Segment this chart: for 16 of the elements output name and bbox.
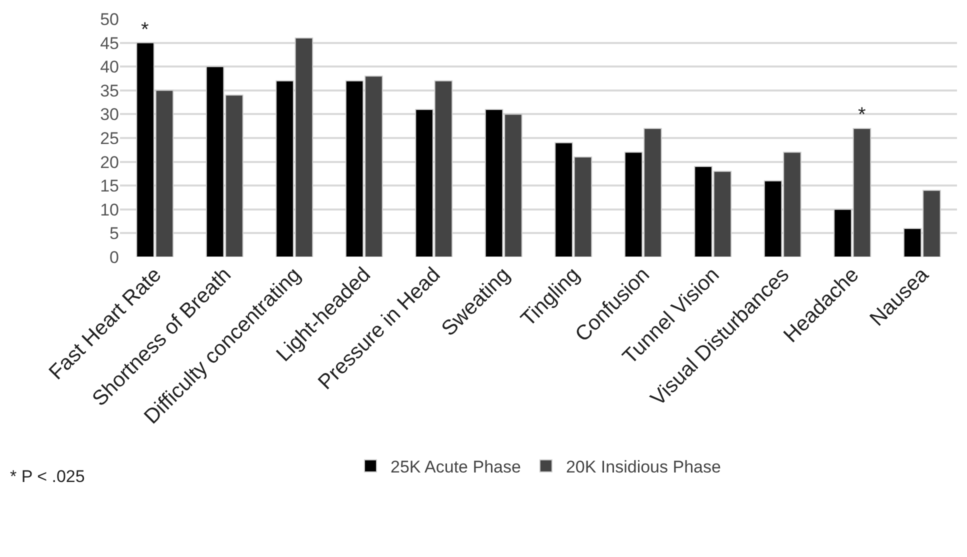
annotation: * [141, 19, 149, 41]
y-tick-label: 10 [100, 200, 119, 220]
legend-label: 25K Acute Phase [390, 457, 521, 476]
y-tick-label: 40 [100, 58, 119, 77]
annotation: * [858, 104, 866, 126]
y-tick-label: 25 [100, 128, 119, 148]
y-tick-label: 20 [100, 152, 119, 172]
y-tick-label: 15 [100, 176, 119, 196]
y-tick-label: 30 [100, 105, 119, 124]
y-tick-label: 5 [110, 224, 119, 244]
text: * P < .025 [10, 467, 85, 486]
y-tick-label: 35 [100, 81, 119, 100]
y-tick-label: 0 [110, 248, 119, 267]
y-tick-label: 50 [100, 10, 119, 29]
y-tick-label: 45 [100, 34, 119, 53]
legend-label: 20K Insidious Phase [566, 457, 721, 476]
